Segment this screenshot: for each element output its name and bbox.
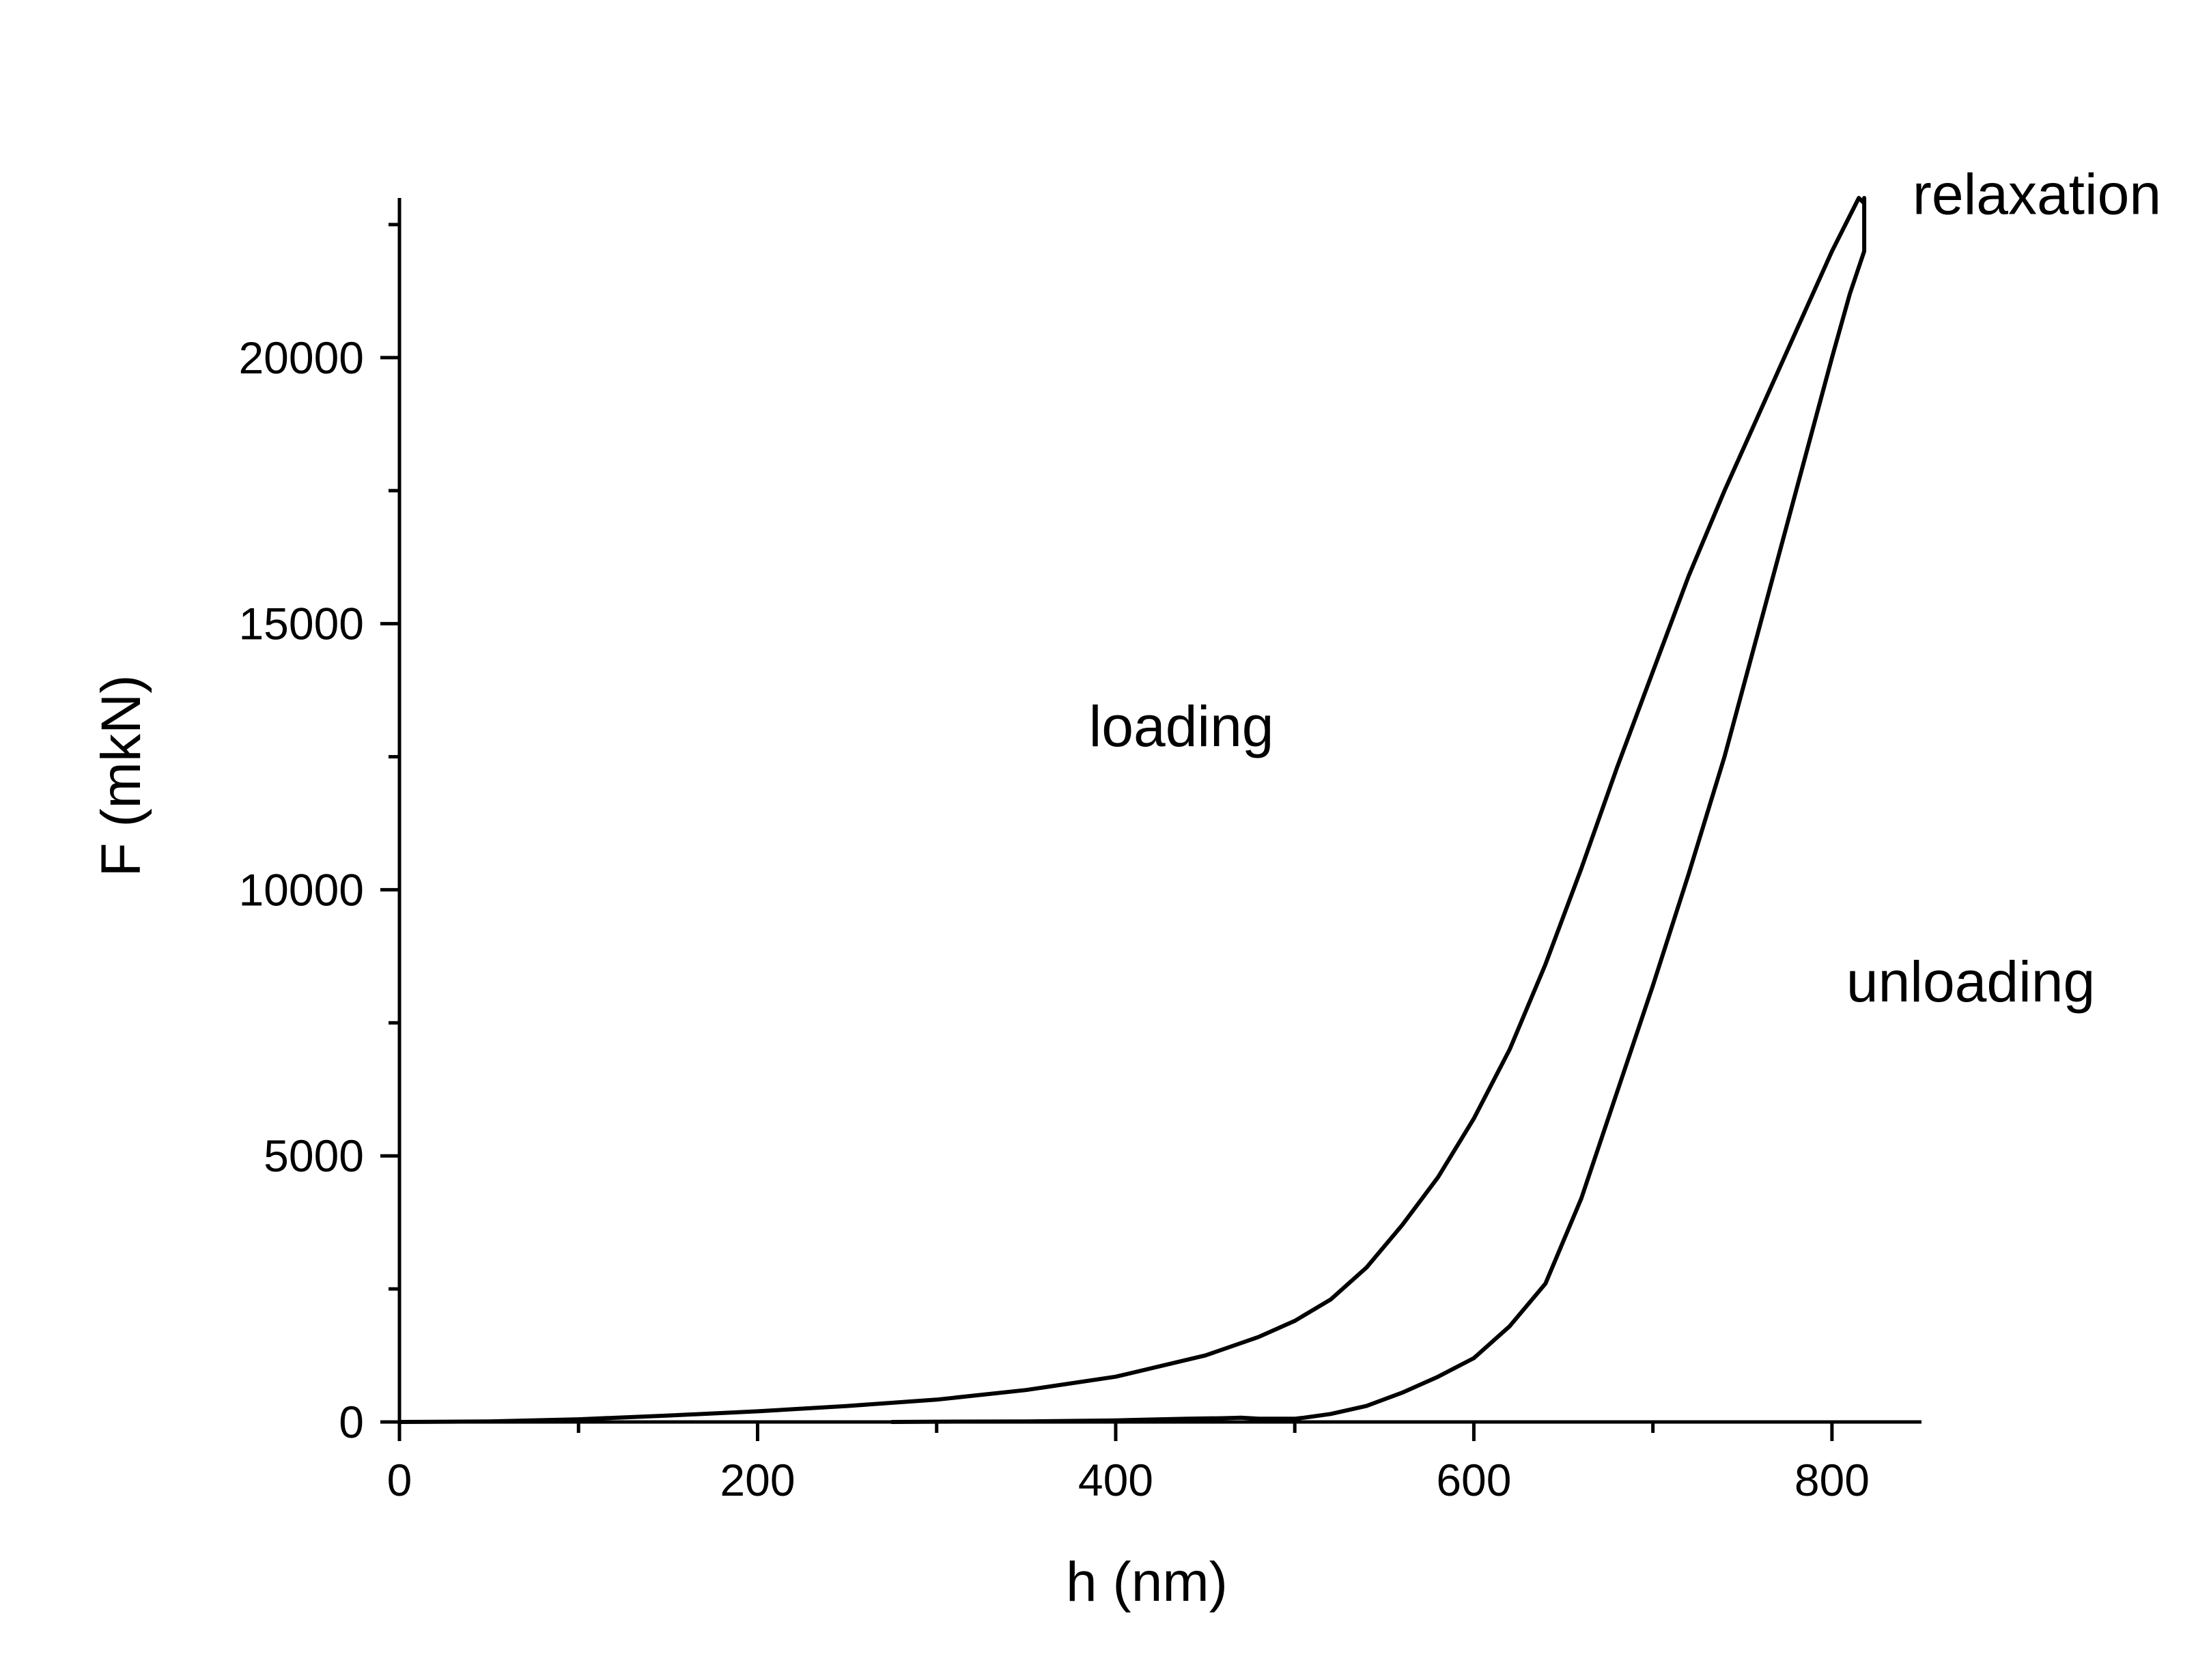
annotations: relaxation loading unloading	[1089, 162, 2162, 1014]
y-tick-label: 15000	[238, 599, 364, 649]
ticks	[380, 223, 1834, 1441]
x-tick-label: 0	[387, 1455, 412, 1505]
series-line-1	[397, 196, 1867, 1424]
x-tick-label: 600	[1436, 1455, 1511, 1505]
y-tick-label: 0	[339, 1397, 364, 1447]
annotation-loading: loading	[1089, 694, 1274, 758]
y-tick-label: 10000	[238, 864, 364, 915]
x-tick-label: 400	[1078, 1455, 1153, 1505]
y-tick-label: 20000	[238, 332, 364, 383]
x-tick-label: 800	[1794, 1455, 1870, 1505]
annotation-relaxation: relaxation	[1913, 162, 2161, 226]
annotation-unloading: unloading	[1846, 950, 2095, 1014]
y-axis-title: F (mkN)	[90, 674, 152, 877]
x-axis-title: h (nm)	[1066, 1551, 1228, 1613]
plot-area	[397, 196, 1867, 1424]
axes	[397, 198, 1922, 1424]
tick-labels: 0 200 400 600 800 0 5000 10000 15000 20000	[238, 332, 1869, 1505]
series-line-2	[890, 196, 1867, 1424]
y-tick-label: 5000	[264, 1130, 364, 1181]
x-tick-label: 200	[720, 1455, 795, 1505]
